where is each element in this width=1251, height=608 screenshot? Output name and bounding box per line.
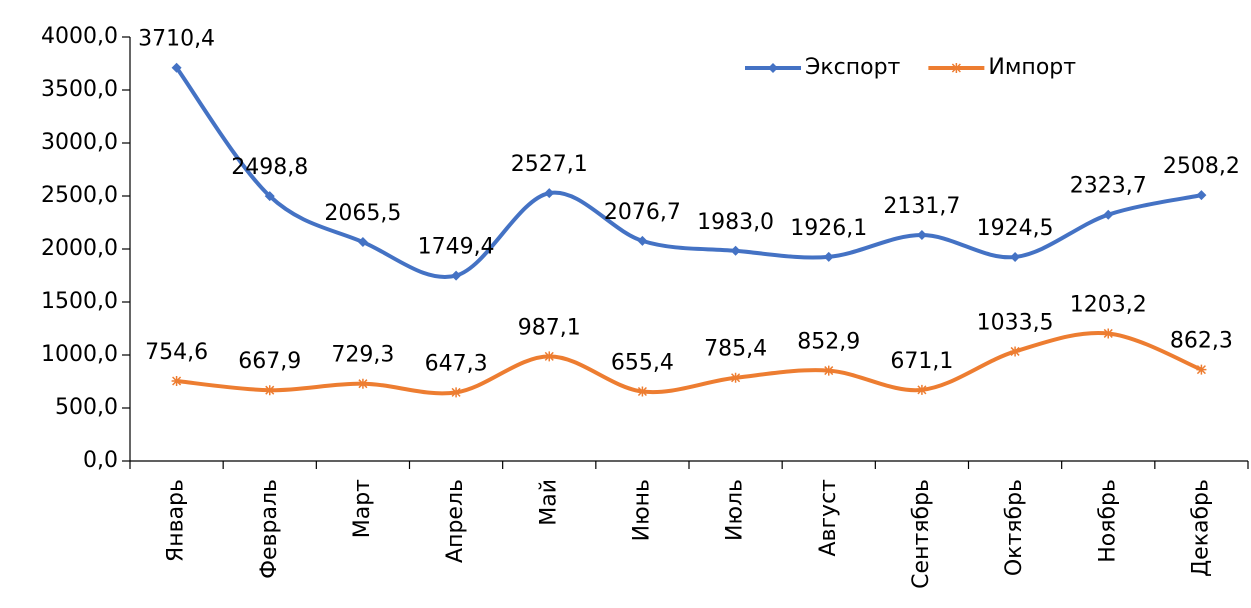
data-label: 729,3 <box>331 343 394 368</box>
data-label: 655,4 <box>611 351 674 376</box>
data-label: 1203,2 <box>1070 292 1147 317</box>
data-label: 2131,7 <box>883 194 960 219</box>
point-marker <box>264 191 275 202</box>
y-tick-label: 500,0 <box>55 395 118 420</box>
data-label: 3710,4 <box>138 27 215 52</box>
x-tick-label: Сентябрь <box>909 479 934 589</box>
data-label: 2508,2 <box>1163 154 1240 179</box>
x-tick-label: Июнь <box>629 479 654 541</box>
y-tick-label: 0,0 <box>83 448 118 473</box>
point-marker <box>1196 364 1207 375</box>
point-marker <box>823 251 834 262</box>
data-label: 647,3 <box>425 351 488 376</box>
y-tick-label: 2000,0 <box>41 236 118 261</box>
point-marker <box>544 188 555 199</box>
x-tick-label: Январь <box>164 479 189 562</box>
data-label: 1924,5 <box>977 216 1054 241</box>
point-marker <box>1010 252 1021 263</box>
point-marker <box>357 378 368 389</box>
x-tick-label: Апрель <box>443 479 468 563</box>
point-marker <box>171 62 182 73</box>
x-tick-label: Июль <box>723 479 748 541</box>
series-line <box>176 330 1203 396</box>
data-label: 1926,1 <box>790 216 867 241</box>
point-marker <box>1103 209 1114 220</box>
point-marker <box>637 235 648 246</box>
data-label: 852,9 <box>797 330 860 355</box>
data-label: 862,3 <box>1170 329 1233 354</box>
point-marker <box>451 270 462 281</box>
y-tick-label: 3500,0 <box>41 77 118 102</box>
data-label: 671,1 <box>890 349 953 374</box>
point-marker <box>1196 190 1207 201</box>
x-tick-label: Февраль <box>257 479 282 579</box>
point-marker <box>544 351 555 362</box>
y-tick-label: 3000,0 <box>41 130 118 155</box>
point-marker <box>1103 328 1114 339</box>
point-marker <box>916 384 927 395</box>
point-marker <box>451 387 462 398</box>
x-tick-label: Март <box>350 479 375 538</box>
y-tick-label: 1000,0 <box>41 342 118 367</box>
data-label: 2065,5 <box>324 201 401 226</box>
data-label: 2323,7 <box>1070 174 1147 199</box>
x-tick-label: Декабрь <box>1188 479 1213 577</box>
point-marker <box>171 376 182 387</box>
x-tick-label: Ноябрь <box>1095 479 1120 563</box>
point-marker <box>1010 346 1021 357</box>
data-label: 2527,1 <box>511 152 588 177</box>
legend-label: Импорт <box>988 55 1076 80</box>
legend-marker <box>768 63 778 73</box>
data-label: 2498,8 <box>231 155 308 180</box>
y-tick-label: 2500,0 <box>41 183 118 208</box>
point-marker <box>730 245 741 256</box>
data-label: 1749,4 <box>418 235 495 260</box>
data-label: 785,4 <box>704 337 767 362</box>
data-label: 1033,5 <box>977 310 1054 335</box>
point-marker <box>637 386 648 397</box>
point-marker <box>357 237 368 248</box>
legend-label: Экспорт <box>805 55 901 80</box>
x-tick-label: Август <box>816 479 841 557</box>
y-tick-label: 4000,0 <box>41 24 118 49</box>
data-label: 2076,7 <box>604 200 681 225</box>
x-tick-label: Октябрь <box>1002 479 1027 576</box>
x-tick-label: Май <box>536 479 561 526</box>
data-label: 1983,0 <box>697 210 774 235</box>
point-marker <box>823 365 834 376</box>
point-marker <box>730 372 741 383</box>
data-label: 667,9 <box>238 349 301 374</box>
legend-marker <box>951 63 962 73</box>
data-label: 987,1 <box>518 315 581 340</box>
point-marker <box>916 230 927 241</box>
point-marker <box>264 385 275 396</box>
y-tick-label: 1500,0 <box>41 289 118 314</box>
series-line <box>174 66 1202 279</box>
data-label: 754,6 <box>145 340 208 365</box>
